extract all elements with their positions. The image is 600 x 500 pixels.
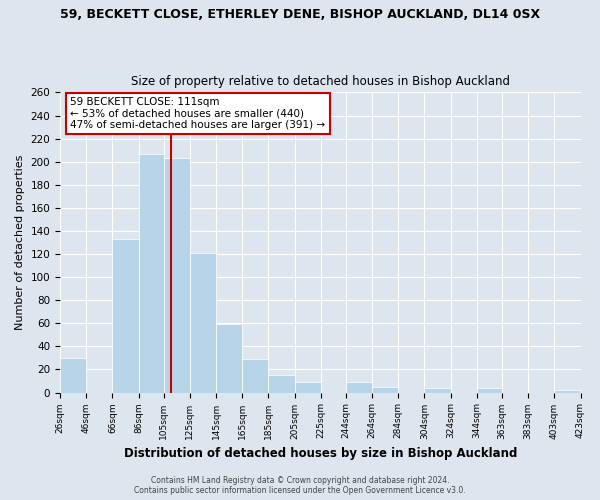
Bar: [190, 253, 216, 392]
Bar: [554, 390, 580, 392]
Text: Contains HM Land Registry data © Crown copyright and database right 2024.
Contai: Contains HM Land Registry data © Crown c…: [134, 476, 466, 495]
Bar: [139, 154, 164, 392]
Title: Size of property relative to detached houses in Bishop Auckland: Size of property relative to detached ho…: [131, 76, 510, 88]
Bar: [268, 376, 295, 392]
Y-axis label: Number of detached properties: Number of detached properties: [15, 155, 25, 330]
Bar: [295, 382, 321, 392]
Text: 59 BECKETT CLOSE: 111sqm
← 53% of detached houses are smaller (440)
47% of semi-: 59 BECKETT CLOSE: 111sqm ← 53% of detach…: [70, 97, 326, 130]
Bar: [60, 358, 86, 392]
Bar: [242, 359, 268, 392]
Bar: [112, 239, 139, 392]
Text: 59, BECKETT CLOSE, ETHERLEY DENE, BISHOP AUCKLAND, DL14 0SX: 59, BECKETT CLOSE, ETHERLEY DENE, BISHOP…: [60, 8, 540, 20]
Bar: [216, 324, 242, 392]
Bar: [477, 388, 502, 392]
Bar: [346, 382, 372, 392]
Bar: [164, 158, 190, 392]
X-axis label: Distribution of detached houses by size in Bishop Auckland: Distribution of detached houses by size …: [124, 447, 517, 460]
Bar: [372, 387, 398, 392]
Bar: [424, 388, 451, 392]
